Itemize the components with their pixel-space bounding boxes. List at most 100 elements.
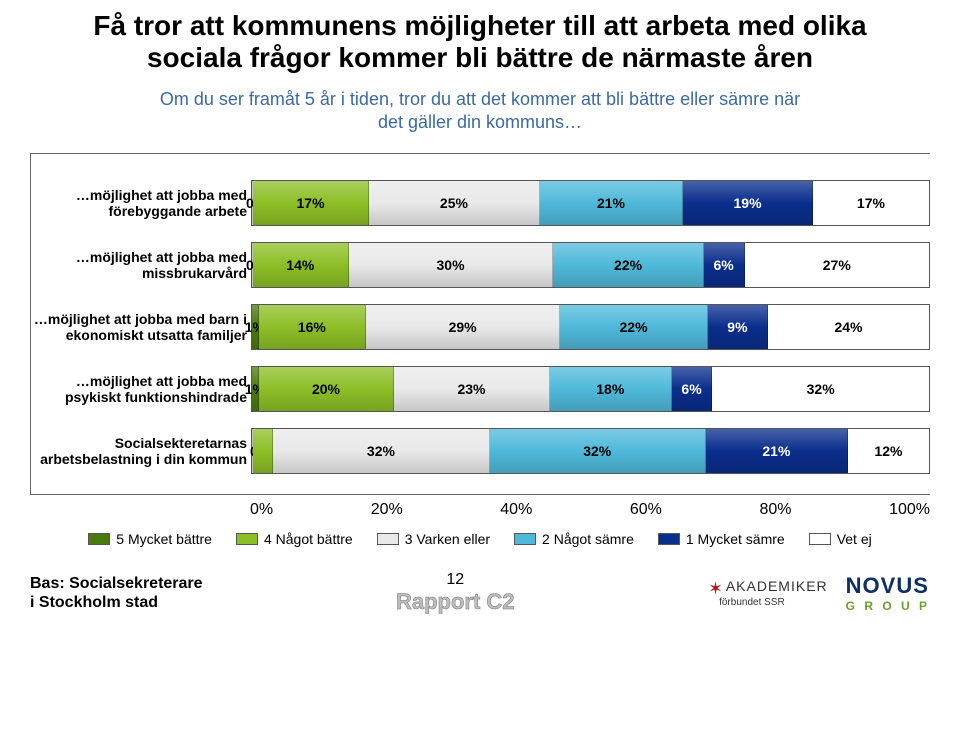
segment-label: 17% — [857, 195, 885, 211]
segment-label: 22% — [614, 257, 642, 273]
chart-row: …möjlighet att jobba med förebyggande ar… — [31, 180, 930, 226]
segment-label: 30% — [437, 257, 465, 273]
segment-label: 9% — [727, 319, 747, 335]
bar-segment: 22% — [553, 243, 703, 287]
bar-segment: 22% — [560, 305, 707, 349]
legend-label: 3 Varken eller — [405, 531, 490, 547]
bar-segment: 21% — [706, 429, 848, 473]
segment-label: 20% — [312, 381, 340, 397]
row-label: Socialsekteretarnas arbetsbelastning i d… — [31, 435, 251, 467]
axis-tick: 80% — [759, 501, 791, 519]
legend-item: Vet ej — [809, 531, 872, 547]
legend-swatch — [88, 533, 110, 545]
axis-tick: 100% — [889, 501, 930, 519]
title-line-1: Få tror att kommunens möjligheter till a… — [93, 10, 866, 41]
akad-bottom: förbundet SSR — [719, 597, 785, 608]
bar-segment: 29% — [366, 305, 560, 349]
bar: 1% 20% 23% 18% 6% 32% — [251, 366, 930, 412]
segment-label: 29% — [449, 319, 477, 335]
legend-label: 5 Mycket bättre — [116, 531, 212, 547]
chart-row: …möjlighet att jobba med barn i ekonomis… — [31, 304, 930, 350]
legend-swatch — [658, 533, 680, 545]
legend-item: 1 Mycket sämre — [658, 531, 785, 547]
bar-segment: 30% — [349, 243, 554, 287]
legend-label: 2 Något sämre — [542, 531, 634, 547]
bar-segment: 6% — [672, 367, 713, 411]
bar-segment: 20% — [259, 367, 394, 411]
axis-ticks: 0% 20% 40% 60% 80% 100% — [250, 497, 930, 519]
bar-segment: 17% — [813, 181, 929, 225]
segment-label: 24% — [834, 319, 862, 335]
segment-label: 19% — [734, 195, 762, 211]
legend-item: 5 Mycket bättre — [88, 531, 212, 547]
x-axis: 0% 20% 40% 60% 80% 100% — [30, 497, 930, 519]
legend-item: 4 Något bättre — [236, 531, 353, 547]
base-text: Bas: Socialsekreterare i Stockholm stad — [30, 574, 203, 612]
bar: 1% 16% 29% 22% 9% 24% — [251, 304, 930, 350]
axis-tick: 40% — [500, 501, 532, 519]
segment-label: 16% — [298, 319, 326, 335]
segment-label: 32% — [583, 443, 611, 459]
bar: 0%17%25%21%19%17% — [251, 180, 930, 226]
segment-label: 32% — [807, 381, 835, 397]
subtitle-line-1: Om du ser framåt 5 år i tiden, tror du a… — [160, 89, 800, 109]
segment-label: 21% — [762, 443, 790, 459]
bar-segment: 21% — [540, 181, 683, 225]
segment-label: 14% — [286, 257, 314, 273]
legend-swatch — [236, 533, 258, 545]
legend-swatch — [514, 533, 536, 545]
bar-segment: 32% — [273, 429, 489, 473]
page: Få tror att kommunens möjligheter till a… — [0, 0, 960, 625]
legend-swatch — [377, 533, 399, 545]
segment-label: 23% — [457, 381, 485, 397]
bar: 0%14%30%22%6%27% — [251, 242, 930, 288]
page-title: Få tror att kommunens möjligheter till a… — [30, 10, 930, 74]
report-label: Rapport C2 — [396, 589, 515, 615]
bar-segment: 27% — [745, 243, 929, 287]
page-number: 12 — [396, 571, 515, 589]
segment-label: 22% — [620, 319, 648, 335]
axis-tick: 20% — [371, 501, 403, 519]
segment-label: 6% — [714, 257, 734, 273]
legend-item: 2 Något sämre — [514, 531, 634, 547]
segment-label: 17% — [297, 195, 325, 211]
novus-sub: G R O U P — [846, 599, 930, 613]
bar: 0%3%32%32%21%12% — [251, 428, 930, 474]
bar-segment: 19% — [683, 181, 813, 225]
bar-segment: 23% — [394, 367, 550, 411]
row-label: …möjlighet att jobba med psykiskt funkti… — [31, 373, 251, 405]
row-label: …möjlighet att jobba med förebyggande ar… — [31, 187, 251, 219]
chart-row: …möjlighet att jobba med missbrukarvård0… — [31, 242, 930, 288]
chart-row: Socialsekteretarnas arbetsbelastning i d… — [31, 428, 930, 474]
page-subtitle: Om du ser framåt 5 år i tiden, tror du a… — [30, 88, 930, 133]
title-line-2: sociala frågor kommer bli bättre de närm… — [147, 42, 813, 73]
bar-segment: 24% — [768, 305, 929, 349]
segment-label: 18% — [596, 381, 624, 397]
star-icon: ✶ — [708, 579, 723, 599]
legend-label: 1 Mycket sämre — [686, 531, 785, 547]
chart: …möjlighet att jobba med förebyggande ar… — [30, 153, 930, 495]
axis-spacer — [30, 497, 250, 519]
chart-row: …möjlighet att jobba med psykiskt funkti… — [31, 366, 930, 412]
bar-segment: 14% — [253, 243, 349, 287]
legend-swatch — [809, 533, 831, 545]
row-label: …möjlighet att jobba med barn i ekonomis… — [31, 311, 251, 343]
segment-label: 12% — [874, 443, 902, 459]
bar-segment — [253, 429, 273, 473]
segment-label: 6% — [681, 381, 701, 397]
legend-label: 4 Något bättre — [264, 531, 353, 547]
legend-item: 3 Varken eller — [377, 531, 490, 547]
base-line-2: i Stockholm stad — [30, 594, 158, 611]
novus-text: NOVUS — [846, 573, 929, 598]
bar-segment: 32% — [712, 367, 929, 411]
akad-top: AKADEMIKER — [726, 578, 828, 594]
legend-label: Vet ej — [837, 531, 872, 547]
novus-logo: NOVUS G R O U P — [846, 573, 930, 613]
axis-tick: 60% — [630, 501, 662, 519]
axis-tick: 0% — [250, 501, 273, 519]
bar-segment: 9% — [708, 305, 768, 349]
bar-segment: 1% — [252, 305, 259, 349]
segment-label: 25% — [440, 195, 468, 211]
bar-segment: 1% — [252, 367, 259, 411]
segment-label: 21% — [597, 195, 625, 211]
